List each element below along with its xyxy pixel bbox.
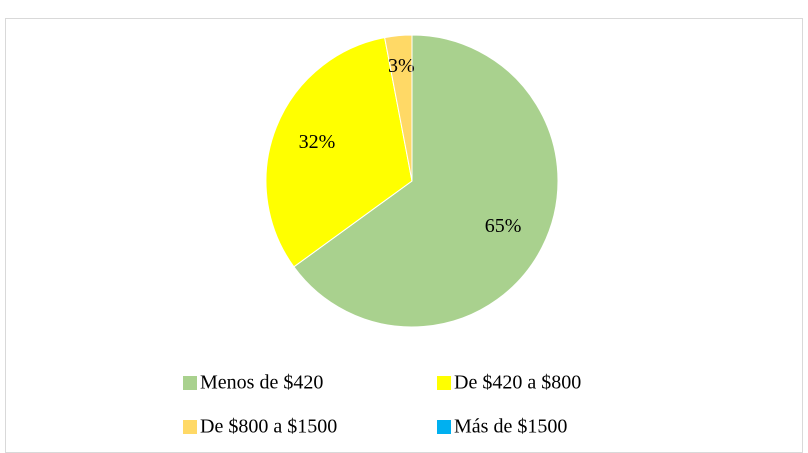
pie-slice xyxy=(293,34,559,328)
legend-swatch xyxy=(183,420,197,434)
data-label: 65% xyxy=(485,215,522,237)
legend-label: Más de $1500 xyxy=(454,416,567,438)
legend-swatch xyxy=(183,376,197,390)
legend-swatch xyxy=(437,420,451,434)
data-label: 32% xyxy=(299,131,336,153)
legend-label: De $800 a $1500 xyxy=(200,416,337,438)
legend-label: De $420 a $800 xyxy=(454,372,581,394)
legend-label: Menos de $420 xyxy=(200,372,323,394)
pie-slice xyxy=(265,37,413,268)
data-label: 3% xyxy=(388,55,415,77)
legend-swatch xyxy=(437,376,451,390)
